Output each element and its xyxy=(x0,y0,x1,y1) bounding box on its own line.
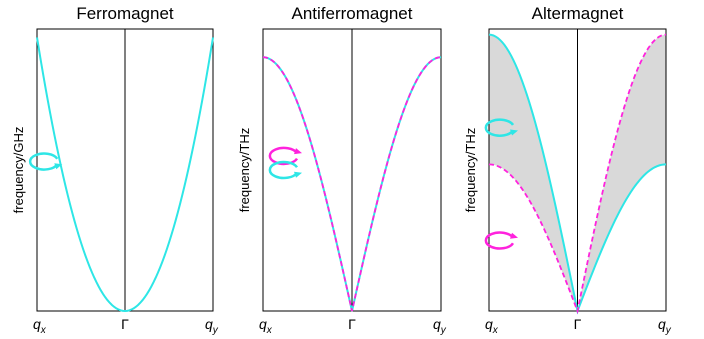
x-tick-qy: qy xyxy=(205,316,219,336)
tick-subscript: x xyxy=(492,325,499,336)
x-tick-qx: qx xyxy=(33,316,47,336)
tick-q: q xyxy=(485,316,493,332)
x-tick-qy: qy xyxy=(658,316,672,336)
panel-title: Altermagnet xyxy=(532,4,624,23)
precession-arrowhead xyxy=(510,129,519,136)
y-axis-label: frequency/THz xyxy=(463,128,478,213)
tick-q: q xyxy=(433,316,441,332)
tick-subscript: x xyxy=(40,325,47,336)
y-axis-label: frequency/GHz xyxy=(11,127,26,214)
precession-cyan-icon xyxy=(484,118,519,137)
tick-q: q xyxy=(658,316,666,332)
precession-cyan-icon xyxy=(268,160,303,180)
x-tick-qx: qx xyxy=(259,316,273,336)
precession-arrowhead xyxy=(510,232,519,239)
tick-q: q xyxy=(205,316,213,332)
precession-magenta-icon xyxy=(484,231,519,250)
series-magenta-line xyxy=(488,33,667,315)
precession-arrowhead xyxy=(54,163,63,170)
series-cyan-line xyxy=(36,37,214,313)
x-tick-gamma: Γ xyxy=(348,316,356,332)
tick-subscript: x xyxy=(266,325,273,336)
panel-title: Antiferromagnet xyxy=(292,4,413,23)
shaded-region-left xyxy=(489,34,578,311)
panel-title: Ferromagnet xyxy=(76,4,174,23)
precession-ring xyxy=(484,118,515,137)
tick-subscript: y xyxy=(440,325,447,336)
x-tick-qy: qy xyxy=(433,316,447,336)
x-tick-gamma: Γ xyxy=(574,316,582,332)
x-tick-gamma: Γ xyxy=(121,316,129,332)
precession-ring xyxy=(28,152,59,171)
series-magenta-line xyxy=(262,56,442,312)
precession-cyan-icon xyxy=(28,152,63,171)
y-axis-label: frequency/THz xyxy=(237,128,252,213)
x-tick-qx: qx xyxy=(485,316,499,336)
tick-q: q xyxy=(259,316,267,332)
precession-ring xyxy=(484,231,515,250)
precession-ring xyxy=(268,160,299,180)
precession-arrowhead xyxy=(294,171,303,178)
shaded-region-right xyxy=(577,34,666,311)
precession-arrowhead xyxy=(294,148,303,155)
tick-subscript: y xyxy=(665,325,672,336)
tick-q: q xyxy=(33,316,41,332)
tick-subscript: y xyxy=(212,325,219,336)
